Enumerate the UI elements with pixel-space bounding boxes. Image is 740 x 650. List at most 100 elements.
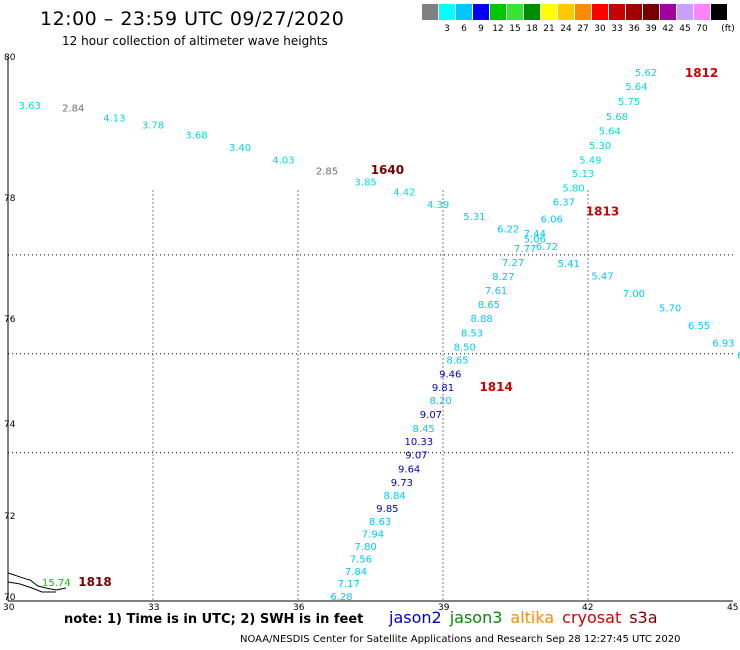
swh-value: 9.07: [420, 410, 442, 421]
scale-label: 6: [461, 24, 467, 34]
map-subtitle: 12 hour collection of altimeter wave hei…: [62, 34, 328, 48]
swh-value: 6.06: [541, 215, 563, 226]
swh-value: 6.22: [497, 225, 519, 236]
scale-label: 39: [645, 24, 657, 34]
swh-value: 5.31: [463, 212, 485, 223]
scale-swatch: [711, 4, 727, 20]
swh-value: 9.85: [376, 504, 398, 515]
lon-tick-label: 33: [148, 603, 159, 613]
swh-value: 8.45: [413, 424, 435, 435]
swh-value: 3.78: [142, 121, 164, 132]
swh-value: 8.20: [429, 396, 451, 407]
scale-swatch: [439, 4, 455, 20]
scale-label: 15: [509, 24, 521, 34]
scale-swatch: [422, 4, 438, 20]
swh-value: 5.47: [591, 272, 613, 283]
scale-swatch: [609, 4, 625, 20]
swh-value: 3.68: [185, 131, 207, 142]
scale-swatch: [660, 4, 676, 20]
scale-swatch: [575, 4, 591, 20]
lon-tick-label: 36: [293, 603, 305, 613]
swh-value: 9.64: [398, 464, 420, 475]
scale-label: 27: [577, 24, 589, 34]
swh-value: 8.65: [478, 300, 500, 311]
lat-tick-label: 72: [4, 512, 15, 522]
scale-label: 70: [696, 24, 708, 34]
swh-value: 7.61: [485, 286, 507, 297]
lon-tick-label: 45: [727, 603, 738, 613]
pass-time-label: 1813: [586, 204, 619, 218]
swh-value: 6: [737, 351, 740, 362]
swh-value: 8.88: [471, 314, 493, 325]
scale-swatch: [558, 4, 574, 20]
swh-value: 7.27: [502, 258, 524, 269]
coastline: [7, 581, 56, 593]
swh-value: 5.70: [659, 304, 681, 315]
swh-value: 5.49: [579, 155, 601, 166]
swh-value: 6.37: [553, 197, 575, 208]
scale-swatch: [473, 4, 489, 20]
satellite-legend-item: jason3: [449, 608, 503, 627]
satellite-legend-item: altika: [510, 608, 555, 627]
scale-label: 21: [543, 24, 555, 34]
swh-value: 5.41: [558, 259, 580, 270]
swh-value: 5.30: [589, 141, 611, 152]
swh-value: 6.55: [688, 321, 710, 332]
lon-tick-label: 39: [438, 603, 450, 613]
pass-time-label: 1640: [371, 163, 404, 177]
swh-value: 6.93: [712, 338, 734, 349]
swh-value: 7.56: [350, 554, 372, 565]
swh-value: 5.75: [618, 97, 640, 108]
swh-value: 7.84: [345, 567, 367, 578]
lat-tick-label: 74: [4, 420, 16, 430]
scale-label: 9: [478, 24, 484, 34]
swh-value: 7.17: [338, 579, 360, 590]
swh-value: 5.64: [625, 82, 647, 93]
swh-value: 3.63: [19, 101, 41, 112]
scale-swatch: [592, 4, 608, 20]
swh-value: 5.13: [572, 169, 594, 180]
swh-value: 6.72: [536, 242, 558, 253]
lon-tick-label: 42: [582, 603, 593, 613]
swh-value: 8.53: [461, 328, 483, 339]
swh-value: 8.27: [492, 272, 514, 283]
map-title: 12:00 – 23:59 UTC 09/27/2020: [40, 8, 345, 30]
swh-value: 5.06: [524, 234, 546, 245]
swh-value: 7.80: [355, 542, 377, 553]
scale-label: 33: [611, 24, 623, 34]
lon-tick-label: 30: [3, 603, 15, 613]
lat-tick-label: 70: [4, 593, 16, 603]
scale-swatch: [456, 4, 472, 20]
swh-value: 8.50: [454, 342, 476, 353]
swh-value: 4.03: [272, 155, 294, 166]
scale-swatch: [490, 4, 506, 20]
swh-value: 2.85: [316, 167, 338, 178]
swh-value: 6.28: [330, 592, 352, 603]
pass-time-label: 1814: [479, 380, 512, 394]
swh-value: 4.13: [103, 113, 125, 124]
swh-value: 9.46: [439, 369, 461, 380]
swh-value: 3.85: [355, 178, 377, 189]
swh-value: 5.68: [606, 112, 628, 123]
lat-tick-label: 78: [4, 194, 16, 204]
pass-time-label: 1818: [78, 575, 111, 589]
swh-value: 8.65: [446, 356, 468, 367]
scale-swatch: [524, 4, 540, 20]
swh-value: 5.80: [562, 184, 584, 195]
swh-value: 7.94: [362, 530, 384, 541]
pass-time-label: 1812: [685, 66, 718, 80]
scale-swatch: [677, 4, 693, 20]
scale-label: 3: [444, 24, 450, 34]
swh-value: 9.73: [391, 478, 413, 489]
swh-value: 4.39: [427, 200, 449, 211]
swh-value: 5.64: [599, 127, 621, 138]
lat-tick-label: 80: [4, 53, 16, 63]
swh-value: 7.44: [524, 229, 546, 240]
swh-value: 2.84: [62, 103, 84, 114]
scale-label: 42: [662, 24, 674, 34]
satellite-legend-item: s3a: [629, 608, 658, 627]
footer-note: note: 1) Time is in UTC; 2) SWH is in fe…: [64, 612, 364, 627]
swh-value: 9.07: [405, 451, 427, 462]
scale-label: 24: [560, 24, 572, 34]
